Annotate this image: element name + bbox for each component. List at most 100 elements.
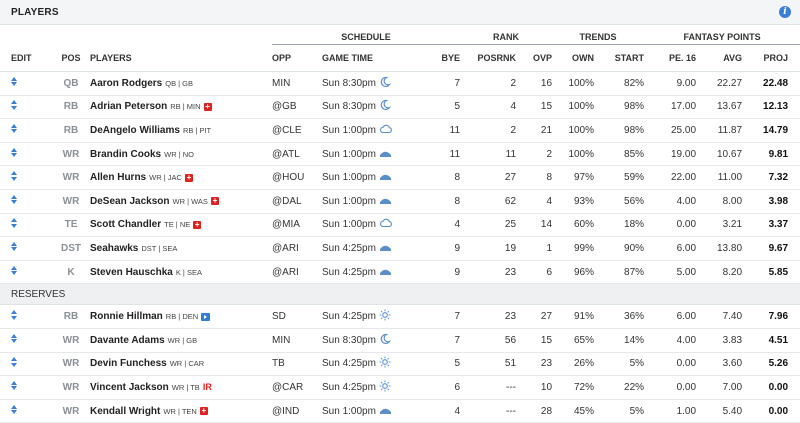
player-team: WR | CAR	[169, 359, 205, 369]
player-row[interactable]: WR Devin Funchess WR | CAR TB Sun 4:25pm 5 51 2…	[0, 352, 800, 377]
col-opp[interactable]: OPP	[272, 44, 322, 72]
game-time-cell: Sun 8:30pm	[322, 328, 434, 353]
bye-week: 7	[434, 328, 461, 353]
player-cell: Scott Chandler TE | NE +	[90, 213, 272, 238]
player-row[interactable]: K Steven Hauschka K | SEA @ARI Sun 4:25pm 9 23…	[0, 260, 800, 285]
player-name[interactable]: DeSean Jackson	[90, 195, 170, 207]
player-row[interactable]: QB Aaron Rodgers QB | GB MIN Sun 8:30pm 7 2 16 1…	[0, 71, 800, 96]
col-posrnk[interactable]: POSRNK	[460, 44, 517, 72]
player-name[interactable]: Adrian Peterson	[90, 101, 168, 113]
video-play-icon[interactable]	[201, 312, 211, 321]
projected-points: 9.81	[742, 142, 800, 167]
col-own[interactable]: OWN	[552, 44, 595, 72]
opponent[interactable]: @ARI	[272, 260, 322, 285]
col-pos[interactable]: POS	[52, 44, 90, 72]
col-pe16[interactable]: PE. 16	[644, 44, 697, 72]
player-name[interactable]: Brandin Cooks	[90, 148, 162, 160]
game-time: Sun 8:30pm	[322, 77, 376, 89]
avg-points: 3.60	[696, 352, 743, 377]
player-name[interactable]: DeAngelo Williams	[90, 124, 180, 136]
opponent[interactable]: @IND	[272, 399, 322, 423]
opponent[interactable]: @CAR	[272, 375, 322, 400]
player-row[interactable]: WR Brandin Cooks WR | NO @ATL Sun 1:00pm 11 11…	[0, 142, 800, 167]
injury-status-icon[interactable]: +	[203, 101, 212, 111]
opponent[interactable]: TB	[272, 352, 322, 377]
player-name[interactable]: Davante Adams	[90, 334, 165, 346]
move-player-icon[interactable]	[11, 265, 19, 276]
player-team: RB | PIT	[182, 125, 212, 135]
opponent[interactable]: @CLE	[272, 118, 322, 143]
opponent[interactable]: MIN	[272, 71, 322, 96]
info-icon[interactable]: i	[779, 6, 791, 18]
start-percent: 59%	[594, 165, 645, 190]
sunny-icon	[379, 380, 391, 395]
starters-list: QB Aaron Rodgers QB | GB MIN Sun 8:30pm 7 2 16 1…	[0, 71, 800, 285]
col-proj[interactable]: PROJ	[742, 44, 800, 72]
move-player-icon[interactable]	[11, 100, 19, 110]
opponent-vs-position: 15	[516, 95, 553, 120]
player-name[interactable]: Allen Hurns	[90, 172, 147, 184]
player-row[interactable]: WR Davante Adams WR | GB MIN Sun 8:30pm 7 56 15…	[0, 328, 800, 353]
opponent[interactable]: SD	[272, 304, 322, 329]
move-player-icon[interactable]	[11, 147, 19, 158]
player-name[interactable]: Vincent Jackson	[90, 381, 169, 393]
col-bye[interactable]: BYE	[434, 44, 461, 72]
player-name[interactable]: Kendall Wright	[90, 405, 161, 417]
opponent[interactable]: @MIA	[272, 213, 322, 238]
start-percent: 5%	[594, 399, 645, 423]
move-player-icon[interactable]	[11, 171, 19, 181]
projected-points: 3.37	[742, 213, 800, 238]
move-player-icon[interactable]	[11, 404, 19, 415]
game-time-cell: Sun 1:00pm	[322, 189, 434, 214]
col-avg[interactable]: AVG	[696, 44, 743, 72]
player-name[interactable]: Scott Chandler	[90, 219, 162, 231]
player-name[interactable]: Ronnie Hillman	[90, 311, 163, 323]
player-row[interactable]: RB Ronnie Hillman RB | DEN SD Sun 4:25pm 7 23 2…	[0, 304, 800, 329]
move-player-icon[interactable]	[11, 333, 19, 344]
player-name[interactable]: Steven Hauschka	[90, 266, 173, 278]
opponent[interactable]: @ARI	[272, 236, 322, 261]
injury-status-icon[interactable]: +	[210, 196, 219, 206]
position: WR	[52, 375, 90, 400]
col-players[interactable]: PLAYERS	[90, 44, 272, 72]
move-player-icon[interactable]	[11, 194, 19, 205]
opponent[interactable]: MIN	[272, 328, 322, 353]
group-rank: RANK	[460, 25, 553, 45]
col-game-time[interactable]: GAME TIME	[322, 44, 434, 72]
move-player-icon[interactable]	[11, 380, 19, 391]
edit-cell	[0, 142, 52, 167]
projected-points: 7.96	[742, 304, 800, 329]
avg-points: 7.40	[696, 304, 743, 329]
move-player-icon[interactable]	[11, 218, 19, 228]
player-team: WR | GB	[167, 335, 198, 345]
player-row[interactable]: WR Allen Hurns WR | JAC + @HOU Sun 1:00pm 8 27 8…	[0, 165, 800, 190]
player-row[interactable]: WR DeSean Jackson WR | WAS + @DAL Sun 1:00pm 8…	[0, 189, 800, 214]
edit-cell	[0, 95, 52, 120]
avg-points: 3.83	[696, 328, 743, 353]
player-name[interactable]: Devin Funchess	[90, 358, 167, 370]
player-row[interactable]: RB Adrian Peterson RB | MIN + @GB Sun 8:30pm 5…	[0, 95, 800, 120]
col-start[interactable]: START	[594, 44, 645, 72]
player-row[interactable]: DST Seahawks DST | SEA @ARI Sun 4:25pm 9 19 1 99…	[0, 236, 800, 261]
move-player-icon[interactable]	[11, 310, 19, 320]
move-player-icon[interactable]	[11, 123, 19, 134]
opponent[interactable]: @HOU	[272, 165, 322, 190]
player-row[interactable]: WR Kendall Wright WR | TEN + @IND Sun 1:00pm 4…	[0, 399, 800, 423]
opponent[interactable]: @ATL	[272, 142, 322, 167]
opponent[interactable]: @GB	[272, 95, 322, 120]
move-player-icon[interactable]	[11, 241, 19, 252]
player-row[interactable]: TE Scott Chandler TE | NE + @MIA Sun 1:00pm 4 2…	[0, 213, 800, 238]
player-name[interactable]: Seahawks	[90, 242, 139, 254]
injury-status-icon[interactable]: +	[199, 405, 208, 415]
player-name[interactable]: Aaron Rodgers	[90, 77, 163, 89]
opponent[interactable]: @DAL	[272, 189, 322, 214]
col-ovp[interactable]: OVP	[516, 44, 553, 72]
dome-icon	[379, 405, 392, 418]
injury-status-icon[interactable]: +	[184, 172, 193, 182]
move-player-icon[interactable]	[11, 76, 19, 87]
move-player-icon[interactable]	[11, 357, 19, 367]
player-row[interactable]: WR Vincent Jackson WR | TB IR @CAR Sun 4:25pm…	[0, 375, 800, 400]
player-row[interactable]: RB DeAngelo Williams RB | PIT @CLE Sun 1:00p…	[0, 118, 800, 143]
position-rank: 25	[460, 213, 517, 238]
injury-status-icon[interactable]: +	[193, 219, 202, 229]
